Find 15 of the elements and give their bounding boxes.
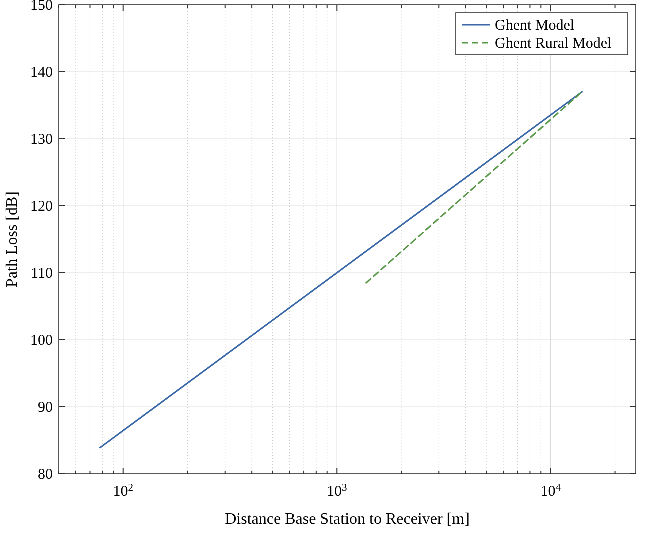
legend-label: Ghent Rural Model — [495, 36, 612, 52]
y-tick-label: 130 — [30, 132, 53, 148]
x-tick-label: 10$^{4}$ — [540, 482, 562, 500]
y-tick-label: 110 — [31, 266, 53, 282]
y-tick-label: 120 — [30, 199, 53, 215]
y-tick-label: 150 — [30, 0, 53, 14]
y-tick-label: 140 — [30, 65, 53, 81]
x-tick-label: 10$^{3}$ — [327, 482, 348, 500]
y-tick-label: 80 — [38, 467, 53, 483]
y-tick-label: 100 — [30, 333, 53, 349]
y-axis-title: Path Loss [dB] — [4, 192, 21, 288]
y-tick-label: 90 — [38, 400, 53, 416]
x-tick-label: 10$^{2}$ — [113, 482, 134, 500]
x-axis-title: Distance Base Station to Receiver [m] — [225, 511, 470, 528]
legend-label: Ghent Model — [495, 18, 575, 34]
